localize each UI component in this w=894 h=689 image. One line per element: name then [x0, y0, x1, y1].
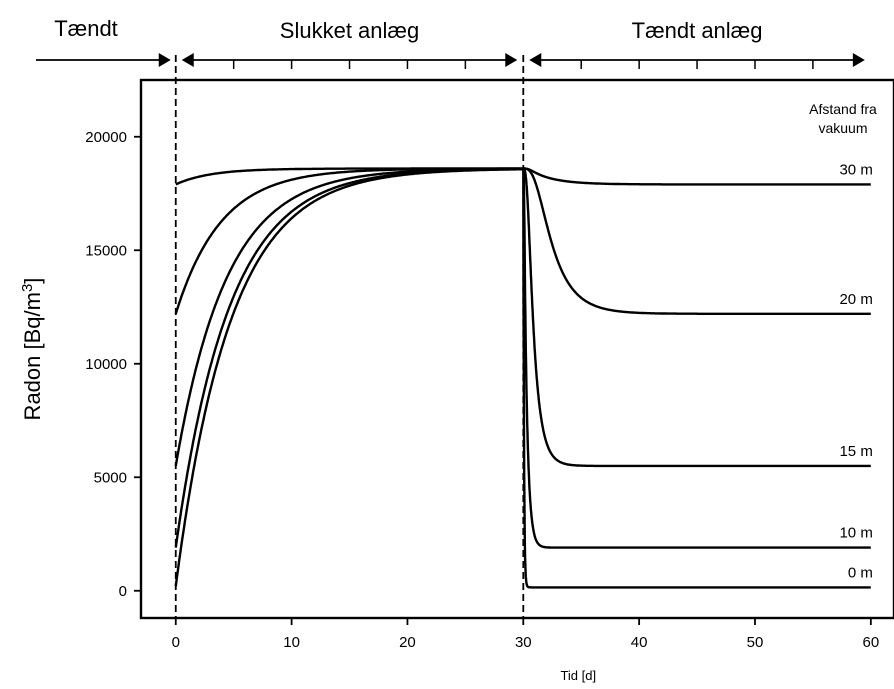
- series-lines: 30 m 20 m 15 m 10 m 0 m: [174, 161, 873, 589]
- y-tick-label: 0: [119, 583, 127, 600]
- axis-ticks: 0 10 20 30 40 50 60 0 5000 10000 15000 20000: [85, 129, 879, 651]
- phase-markers: [174, 55, 525, 618]
- legend-title-line-1: Afstand fra: [809, 101, 877, 117]
- series-label: 15 m: [839, 443, 872, 460]
- y-axis-label-main: Radon [Bq/m: [20, 292, 45, 420]
- arrow-head: [158, 53, 171, 67]
- y-tick-label: 5000: [94, 469, 127, 486]
- y-tick-label: 20000: [85, 129, 127, 146]
- series-label: 30 m: [839, 161, 872, 178]
- plot-frame: [139, 78, 894, 620]
- y-axis-label-close: ]: [20, 278, 45, 284]
- phase-label: Tændt anlæg: [632, 18, 763, 43]
- series-label: 20 m: [839, 291, 872, 308]
- y-axis-label-superscript: 3: [19, 284, 36, 292]
- x-tick-label: 20: [399, 634, 416, 651]
- x-tick-label: 0: [172, 634, 180, 651]
- y-tick-label: 15000: [85, 242, 127, 259]
- x-tick-label: 50: [747, 634, 764, 651]
- x-tick-label: 60: [862, 634, 879, 651]
- phase-label: Tændt: [54, 16, 118, 41]
- x-tick-label: 30: [515, 634, 532, 651]
- arrow-head: [181, 53, 194, 67]
- legend-title-line-2: vakuum: [818, 120, 867, 136]
- x-tick-label: 40: [631, 634, 648, 651]
- y-axis-label: Radon [Bq/m3]: [19, 278, 45, 421]
- x-axis-label: Tid [d]: [560, 668, 596, 683]
- phase-annotations: Tændt Slukket anlæg Tændt anlæg: [36, 16, 865, 69]
- series-line: [174, 167, 872, 589]
- arrow-head: [529, 53, 542, 67]
- series-label: 10 m: [839, 525, 872, 542]
- phase-label: Slukket anlæg: [280, 18, 419, 43]
- y-tick-label: 10000: [85, 356, 127, 373]
- arrow-head: [505, 53, 518, 67]
- series-label: 0 m: [848, 564, 873, 581]
- arrow-head: [852, 53, 865, 67]
- x-tick-label: 10: [283, 634, 300, 651]
